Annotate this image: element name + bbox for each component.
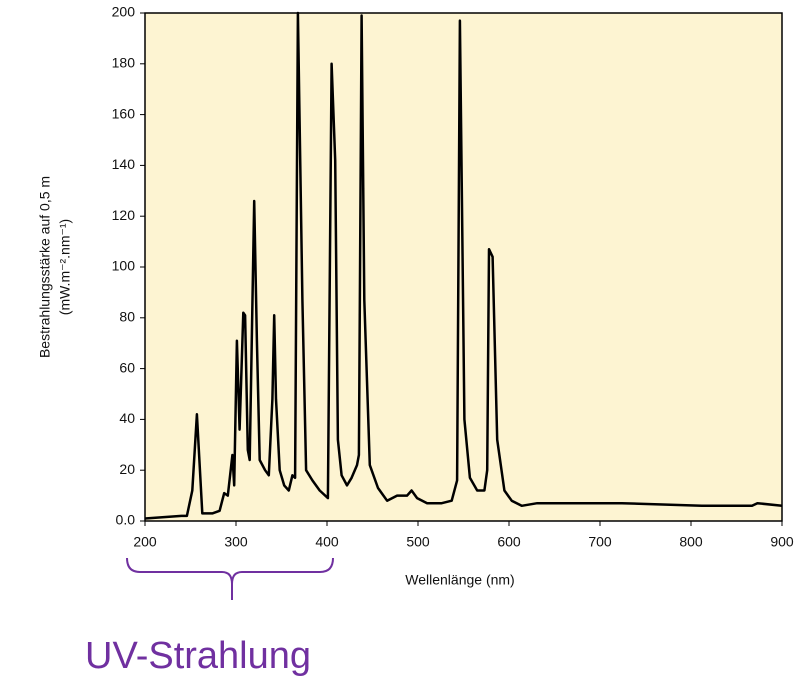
x-tick-label: 600 [497, 534, 521, 550]
y-tick-label: 200 [112, 4, 136, 20]
x-tick-label: 500 [406, 534, 430, 550]
y-tick-label: 80 [119, 309, 135, 325]
x-tick-label: 900 [770, 534, 794, 550]
spectrum-line [144, 11, 783, 520]
y-tick-label: 140 [112, 156, 136, 172]
x-tick-label: 700 [588, 534, 612, 550]
y-tick-label: 100 [112, 258, 136, 274]
y-tick-label: 40 [119, 410, 135, 426]
y-axis-label: (mW.m⁻².nm⁻¹) [57, 219, 73, 315]
annotation: UV-Strahlung [85, 635, 311, 677]
x-tick-label: 300 [224, 534, 248, 550]
y-tick-label: 160 [112, 105, 136, 121]
x-tick-label: 200 [133, 534, 157, 550]
y-axis-label: Bestrahlungsstärke auf 0,5 m [37, 176, 53, 358]
x-axis-label: Wellenlänge (nm) [405, 572, 514, 588]
bracket [126, 557, 334, 600]
x-tick-label: 800 [679, 534, 703, 550]
y-tick-label: 20 [119, 461, 135, 477]
y-tick-label: 120 [112, 207, 136, 223]
y-tick-label: 0.0 [116, 512, 136, 528]
y-tick-label: 60 [119, 359, 135, 375]
y-tick-label: 180 [112, 55, 136, 71]
x-tick-label: 400 [315, 534, 339, 550]
